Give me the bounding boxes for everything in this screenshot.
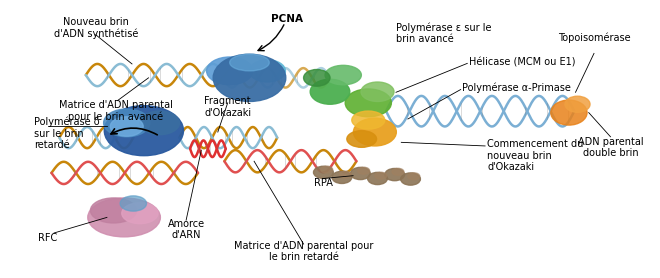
Ellipse shape: [339, 171, 351, 178]
Text: Hélicase (MCM ou E1): Hélicase (MCM ou E1): [469, 58, 575, 68]
Ellipse shape: [332, 171, 352, 183]
Ellipse shape: [550, 100, 587, 125]
Text: Amorce
d'ARN: Amorce d'ARN: [168, 219, 205, 240]
Text: Topoisomérase: Topoisomérase: [558, 32, 630, 43]
Text: Commencement du
nouveau brin
d'Okazaki: Commencement du nouveau brin d'Okazaki: [487, 139, 583, 172]
Ellipse shape: [230, 54, 269, 71]
Ellipse shape: [353, 118, 396, 146]
Text: Fragment
d'Okazaki: Fragment d'Okazaki: [204, 96, 251, 118]
Ellipse shape: [565, 96, 590, 112]
Ellipse shape: [104, 106, 183, 156]
Ellipse shape: [140, 111, 180, 135]
Text: Polymérase δ
sur le brin
retardé: Polymérase δ sur le brin retardé: [34, 116, 100, 150]
Ellipse shape: [110, 117, 143, 136]
Text: Nouveau brin
d'ADN synthétisé: Nouveau brin d'ADN synthétisé: [53, 17, 138, 39]
Ellipse shape: [104, 109, 150, 137]
Ellipse shape: [310, 79, 350, 104]
Text: RPA: RPA: [314, 178, 333, 188]
Text: Matrice d'ADN parental pour
le brin retardé: Matrice d'ADN parental pour le brin reta…: [234, 241, 374, 262]
Ellipse shape: [408, 173, 420, 180]
Ellipse shape: [350, 167, 370, 180]
Text: PCNA: PCNA: [271, 14, 303, 24]
Ellipse shape: [314, 166, 333, 178]
Ellipse shape: [375, 172, 387, 179]
Ellipse shape: [325, 65, 362, 85]
Ellipse shape: [346, 131, 376, 147]
Ellipse shape: [121, 203, 158, 224]
Ellipse shape: [321, 166, 333, 173]
Text: Polymérase α-Primase: Polymérase α-Primase: [462, 82, 571, 93]
Ellipse shape: [120, 196, 147, 211]
Ellipse shape: [213, 54, 286, 101]
Ellipse shape: [385, 168, 405, 181]
Ellipse shape: [361, 82, 394, 101]
Ellipse shape: [392, 168, 404, 175]
Ellipse shape: [401, 173, 420, 185]
Ellipse shape: [358, 167, 370, 174]
Ellipse shape: [90, 198, 137, 223]
Ellipse shape: [207, 57, 253, 85]
Ellipse shape: [345, 89, 391, 117]
Ellipse shape: [249, 60, 285, 82]
Ellipse shape: [88, 198, 160, 237]
Text: RFC: RFC: [38, 233, 57, 243]
Ellipse shape: [368, 172, 387, 185]
Ellipse shape: [352, 111, 385, 129]
Text: Matrice d'ADN parental
pour le brin avancé: Matrice d'ADN parental pour le brin avan…: [59, 100, 172, 122]
Text: Polymérase ε sur le
brin avancé: Polymérase ε sur le brin avancé: [396, 22, 492, 44]
Ellipse shape: [304, 70, 330, 86]
Text: ADN parental
double brin: ADN parental double brin: [578, 136, 644, 158]
